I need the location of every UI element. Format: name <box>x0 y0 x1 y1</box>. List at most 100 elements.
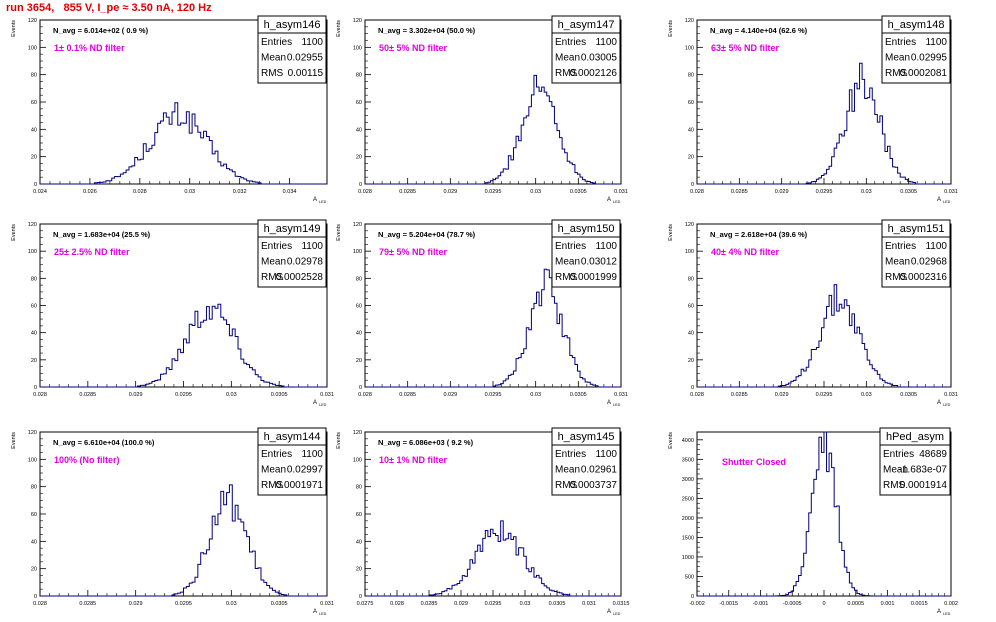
y-tick-label: 20 <box>31 358 37 364</box>
stats-body <box>551 32 621 84</box>
y-tick-label: 20 <box>31 155 37 161</box>
x-tick-label: 0.0305 <box>900 392 917 398</box>
x-tick-label: 0.0295 <box>816 392 833 398</box>
stats-entries-label: Entries <box>555 37 586 48</box>
x-tick-label: 0.03 <box>520 601 531 607</box>
y-tick-label: 100 <box>353 249 362 255</box>
stats-rms-label: RMS <box>261 272 284 283</box>
stats-entries-value: 1100 <box>595 37 617 48</box>
stats-mean-value: 0.02995 <box>911 53 948 64</box>
x-tick-label: 0.031 <box>320 601 334 607</box>
y-tick-label: 100 <box>28 249 37 255</box>
stats-mean-label: Mean <box>885 53 910 64</box>
y-tick-label: 120 <box>353 18 362 24</box>
x-tick-label: 0.03 <box>861 392 872 398</box>
stats-rms-label: RMS <box>555 272 578 283</box>
x-tick-label: 0.034 <box>283 189 297 195</box>
y-axis-label: Events <box>668 432 674 449</box>
x-tick-label: 0.0305 <box>900 189 917 195</box>
x-tick-label: 0.031 <box>944 189 958 195</box>
x-tick-label: 0.0305 <box>570 392 587 398</box>
stats-box: h_asym148 Entries 1100 Mean 0.02995RMS0.0002… <box>881 15 951 84</box>
navg-label: N_avg = 4.140e+04 (62.6 %) <box>710 26 808 35</box>
histogram-line <box>697 284 951 388</box>
hist-name: hPed_asym <box>886 431 944 443</box>
x-tick-label: 0.03 <box>226 392 237 398</box>
y-tick-label: 20 <box>688 155 694 161</box>
x-axis-label-sub: LED <box>613 200 621 204</box>
y-tick-label: 120 <box>353 222 362 228</box>
x-axis-label-sub: LED <box>613 403 621 407</box>
stats-box: h_asym151 Entries 1100 Mean 0.02968RMS0.0002… <box>881 219 951 288</box>
x-tick-label: 0.029 <box>443 392 457 398</box>
pad-h_asym150: 0 20 40 60 80 100 120 0.028 0.0285 0.029 0.0295 0.0… <box>336 219 628 407</box>
stats-mean-label: Mean <box>883 465 908 476</box>
y-tick-label: 0 <box>691 385 694 391</box>
stats-mean-label: Mean <box>555 257 580 268</box>
stats-entries-value: 48689 <box>919 449 947 460</box>
stats-entries-value: 1100 <box>301 449 323 460</box>
y-tick-label: 1500 <box>682 535 694 541</box>
x-axis-label: A <box>937 400 941 406</box>
y-tick-label: 60 <box>31 512 37 518</box>
y-tick-label: 120 <box>28 430 37 436</box>
x-tick-label: 0.029 <box>454 601 468 607</box>
x-tick-label: 0.0285 <box>79 601 96 607</box>
y-tick-label: 0 <box>34 385 37 391</box>
x-axis-label-sub: LED <box>943 403 951 407</box>
y-axis-label: Events <box>11 432 17 449</box>
x-tick-label: 0.03 <box>184 189 195 195</box>
y-tick-label: 0 <box>34 594 37 600</box>
y-tick-label: 0 <box>359 385 362 391</box>
stats-mean-value: 0.02955 <box>287 53 324 64</box>
stats-entries-label: Entries <box>885 241 916 252</box>
histogram-line <box>697 62 951 185</box>
y-tick-label: 80 <box>688 73 694 79</box>
stats-body <box>257 444 327 496</box>
y-tick-label: 100 <box>28 45 37 51</box>
stats-box: h_asym149 Entries 1100 Mean 0.02978RMS0.0002… <box>257 219 327 288</box>
stats-rms-value: 0.0002126 <box>570 68 618 79</box>
stats-mean-label: Mean <box>261 465 286 476</box>
stats-box: h_asym145 Entries 1100 Mean 0.02961RMS0.0003… <box>551 427 621 496</box>
filter-label: 63± 5% ND filter <box>711 43 779 53</box>
hist-name: h_asym150 <box>558 223 615 235</box>
x-tick-label: 0.029 <box>129 392 143 398</box>
y-axis-label: Events <box>336 224 342 241</box>
y-axis-label: Events <box>668 20 674 37</box>
x-tick-label: 0.0285 <box>731 189 748 195</box>
y-tick-label: 60 <box>356 100 362 106</box>
x-axis-label: A <box>937 609 941 615</box>
stats-entries-label: Entries <box>261 449 292 460</box>
hist-name: h_asym151 <box>888 223 945 235</box>
stats-rms-value: 0.00115 <box>288 68 324 79</box>
stats-rms-label: RMS <box>885 68 908 79</box>
x-axis-label: A <box>313 609 317 615</box>
y-tick-label: 80 <box>688 276 694 282</box>
stats-box: h_asym150 Entries 1100 Mean 0.03012RMS0.0001… <box>551 219 621 288</box>
y-tick-label: 3500 <box>682 457 694 463</box>
navg-label: N_avg = 5.204e+04 (78.7 %) <box>378 230 476 239</box>
x-tick-label: 0.031 <box>320 392 334 398</box>
pad-h_asym144: 0 20 40 60 80 100 120 0.028 0.0285 0.029 0.0295 0.0… <box>11 427 334 616</box>
x-tick-label: 0.028 <box>390 601 404 607</box>
y-tick-label: 80 <box>31 73 37 79</box>
stats-entries-label: Entries <box>261 37 292 48</box>
stats-entries-label: Entries <box>883 449 914 460</box>
x-tick-label: -0.001 <box>753 601 769 607</box>
y-tick-label: 80 <box>31 485 37 491</box>
x-tick-label: 0.0305 <box>549 601 566 607</box>
pad-h_asym145: 0 20 40 60 80 100 120 0.0275 0.028 0.0285 0.029 0.0… <box>336 427 629 616</box>
x-tick-label: 0 <box>822 601 825 607</box>
navg-label: N_avg = 6.610e+04 (100.0 %) <box>53 438 155 447</box>
stats-rms-value: 0.0002081 <box>900 68 948 79</box>
stats-mean-value: -1.683e-07 <box>899 465 948 476</box>
x-tick-label: 0.029 <box>775 189 789 195</box>
y-tick-label: 2500 <box>682 496 694 502</box>
stats-entries-label: Entries <box>261 241 292 252</box>
histogram-line <box>40 484 327 597</box>
stats-body <box>257 32 327 84</box>
y-tick-label: 20 <box>356 155 362 161</box>
